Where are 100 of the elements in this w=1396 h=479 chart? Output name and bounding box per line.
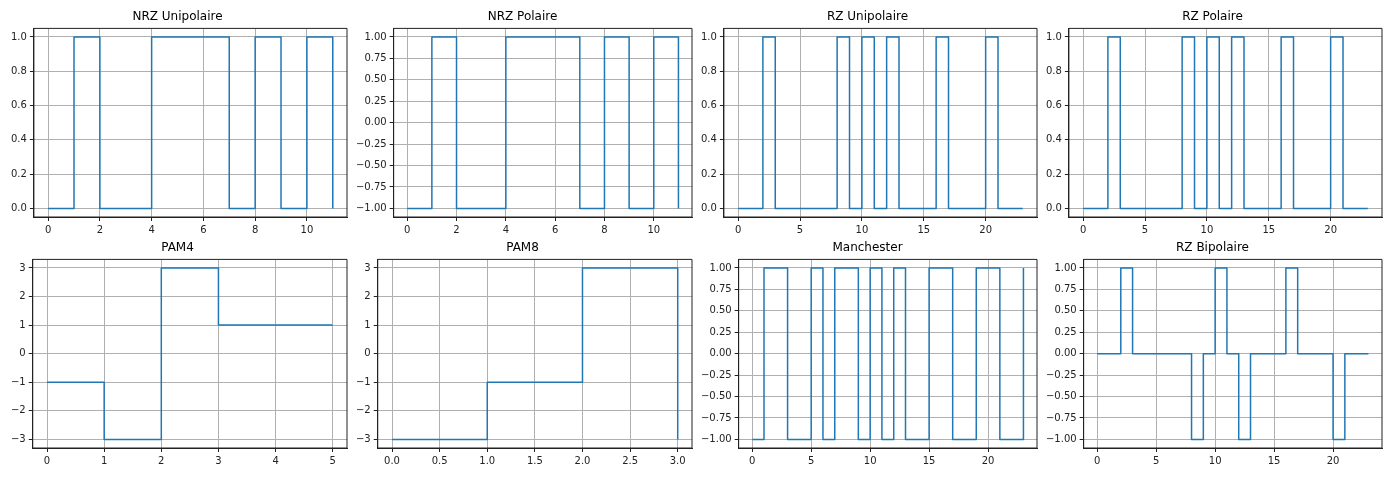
y-tick-label: 1.00 xyxy=(709,261,732,273)
y-tick-label: 1 xyxy=(364,318,371,330)
x-tick-label: 10 xyxy=(647,223,661,235)
x-tick-label: 2 xyxy=(453,223,460,235)
x-tick-label: 0 xyxy=(44,223,52,235)
y-tick-label: −1 xyxy=(10,375,26,387)
y-tick-label: −0.75 xyxy=(1045,411,1077,423)
y-tick-label: 0.4 xyxy=(701,133,717,145)
y-tick-label: 3 xyxy=(19,261,26,273)
y-tick-label: 0 xyxy=(364,347,371,359)
chart-title: NRZ Unipolaire xyxy=(132,9,223,24)
y-tick-label: 0.8 xyxy=(1046,64,1062,76)
y-tick-label: −0.25 xyxy=(355,137,387,149)
y-tick-label: 0.6 xyxy=(1046,99,1062,111)
y-tick-label: −1 xyxy=(355,375,371,387)
x-tick-label: 15 xyxy=(1267,454,1281,466)
y-tick-label: −0.75 xyxy=(355,180,387,192)
y-tick-label: −0.25 xyxy=(700,368,732,380)
x-tick-label: 8 xyxy=(601,223,608,235)
y-tick-label: 0.50 xyxy=(364,73,387,85)
y-tick-label: 0.00 xyxy=(364,116,387,128)
x-tick-label: 3.0 xyxy=(669,454,686,466)
x-tick-label: 15 xyxy=(1262,223,1276,235)
y-tick-label: 0.50 xyxy=(1054,304,1077,316)
chart-title: PAM4 xyxy=(161,240,194,255)
y-tick-label: 0.8 xyxy=(701,64,717,76)
y-tick-label: −3 xyxy=(355,433,371,445)
x-tick-label: 2.5 xyxy=(622,454,639,466)
y-tick-label: 0.75 xyxy=(364,52,387,63)
chart-title: NRZ Polaire xyxy=(487,9,558,24)
x-tick-label: 20 xyxy=(981,454,995,466)
y-tick-label: −1.00 xyxy=(1045,433,1077,445)
y-tick-label: 0.25 xyxy=(364,94,387,106)
y-tick-label: 0.2 xyxy=(1046,167,1062,179)
y-tick-label: −0.25 xyxy=(1045,368,1077,380)
x-tick-label: 4 xyxy=(148,223,155,235)
y-tick-label: 1.0 xyxy=(701,30,717,42)
y-tick-label: −2 xyxy=(10,404,26,416)
chart-title: RZ Unipolaire xyxy=(826,9,909,24)
y-tick-label: −0.50 xyxy=(355,159,387,171)
x-tick-label: 20 xyxy=(1324,223,1338,235)
y-tick-label: 0.4 xyxy=(1046,133,1062,145)
y-tick-label: 0.6 xyxy=(701,99,717,111)
x-tick-label: 2.0 xyxy=(574,454,591,466)
y-tick-label: −0.50 xyxy=(700,390,732,402)
x-tick-label: 0 xyxy=(734,223,742,235)
x-tick-label: 6 xyxy=(200,223,207,235)
x-tick-label: 20 xyxy=(1326,454,1340,466)
y-tick-label: 1.00 xyxy=(1054,261,1077,273)
y-tick-label: 1.0 xyxy=(1046,30,1062,42)
x-tick-label: 5 xyxy=(807,454,815,466)
y-tick-label: 0.8 xyxy=(11,64,27,76)
x-tick-label: 8 xyxy=(251,223,259,235)
x-tick-label: 5 xyxy=(1152,454,1160,466)
x-tick-label: 2 xyxy=(158,454,165,466)
y-tick-label: 0.25 xyxy=(1054,325,1077,337)
y-tick-label: −0.75 xyxy=(700,411,732,423)
y-tick-label: −1.00 xyxy=(355,202,387,214)
x-tick-label: 5 xyxy=(329,454,336,466)
x-tick-label: 10 xyxy=(1208,454,1222,466)
y-tick-label: 1 xyxy=(19,318,26,330)
x-tick-label: 0 xyxy=(749,454,756,466)
x-tick-label: 6 xyxy=(551,223,559,235)
x-tick-label: 0.5 xyxy=(431,454,448,466)
y-tick-label: 0.75 xyxy=(709,283,732,294)
x-tick-label: 0 xyxy=(404,223,411,235)
y-tick-label: −2 xyxy=(355,404,371,416)
x-tick-label: 0 xyxy=(1094,454,1101,466)
y-tick-label: 0.2 xyxy=(701,167,717,179)
y-tick-label: 0.2 xyxy=(11,167,27,179)
x-tick-label: 1.5 xyxy=(526,454,543,466)
x-tick-label: 5 xyxy=(1141,223,1149,235)
x-tick-label: 10 xyxy=(863,454,877,466)
y-tick-label: 1.00 xyxy=(364,30,387,42)
y-tick-label: 0.00 xyxy=(1054,347,1077,359)
chart-title: RZ Polaire xyxy=(1182,9,1243,24)
x-tick-label: 1.0 xyxy=(479,454,496,466)
y-tick-label: 0.00 xyxy=(709,347,732,359)
y-tick-label: 0.25 xyxy=(709,325,732,337)
x-tick-label: 0 xyxy=(43,454,51,466)
y-tick-label: −3 xyxy=(10,433,26,445)
y-tick-label: −0.50 xyxy=(1045,390,1077,402)
y-tick-label: 2 xyxy=(19,290,26,302)
y-tick-label: −1.00 xyxy=(700,433,732,445)
y-tick-label: 1.0 xyxy=(11,30,27,42)
chart-title: Manchester xyxy=(832,240,903,255)
x-tick-label: 4 xyxy=(502,223,510,235)
x-tick-label: 20 xyxy=(979,223,993,235)
x-tick-label: 10 xyxy=(1200,223,1214,235)
y-tick-label: 0.0 xyxy=(11,202,27,214)
x-tick-label: 4 xyxy=(272,454,279,466)
x-tick-label: 15 xyxy=(917,223,931,235)
x-tick-label: 3 xyxy=(215,454,222,466)
chart-title: PAM8 xyxy=(506,240,539,255)
x-tick-label: 10 xyxy=(300,223,314,235)
chart-title: RZ Bipolaire xyxy=(1176,240,1249,255)
x-tick-label: 10 xyxy=(855,223,869,235)
y-tick-label: 0.0 xyxy=(1046,202,1062,214)
x-tick-label: 1 xyxy=(100,454,108,466)
x-tick-label: 5 xyxy=(796,223,804,235)
